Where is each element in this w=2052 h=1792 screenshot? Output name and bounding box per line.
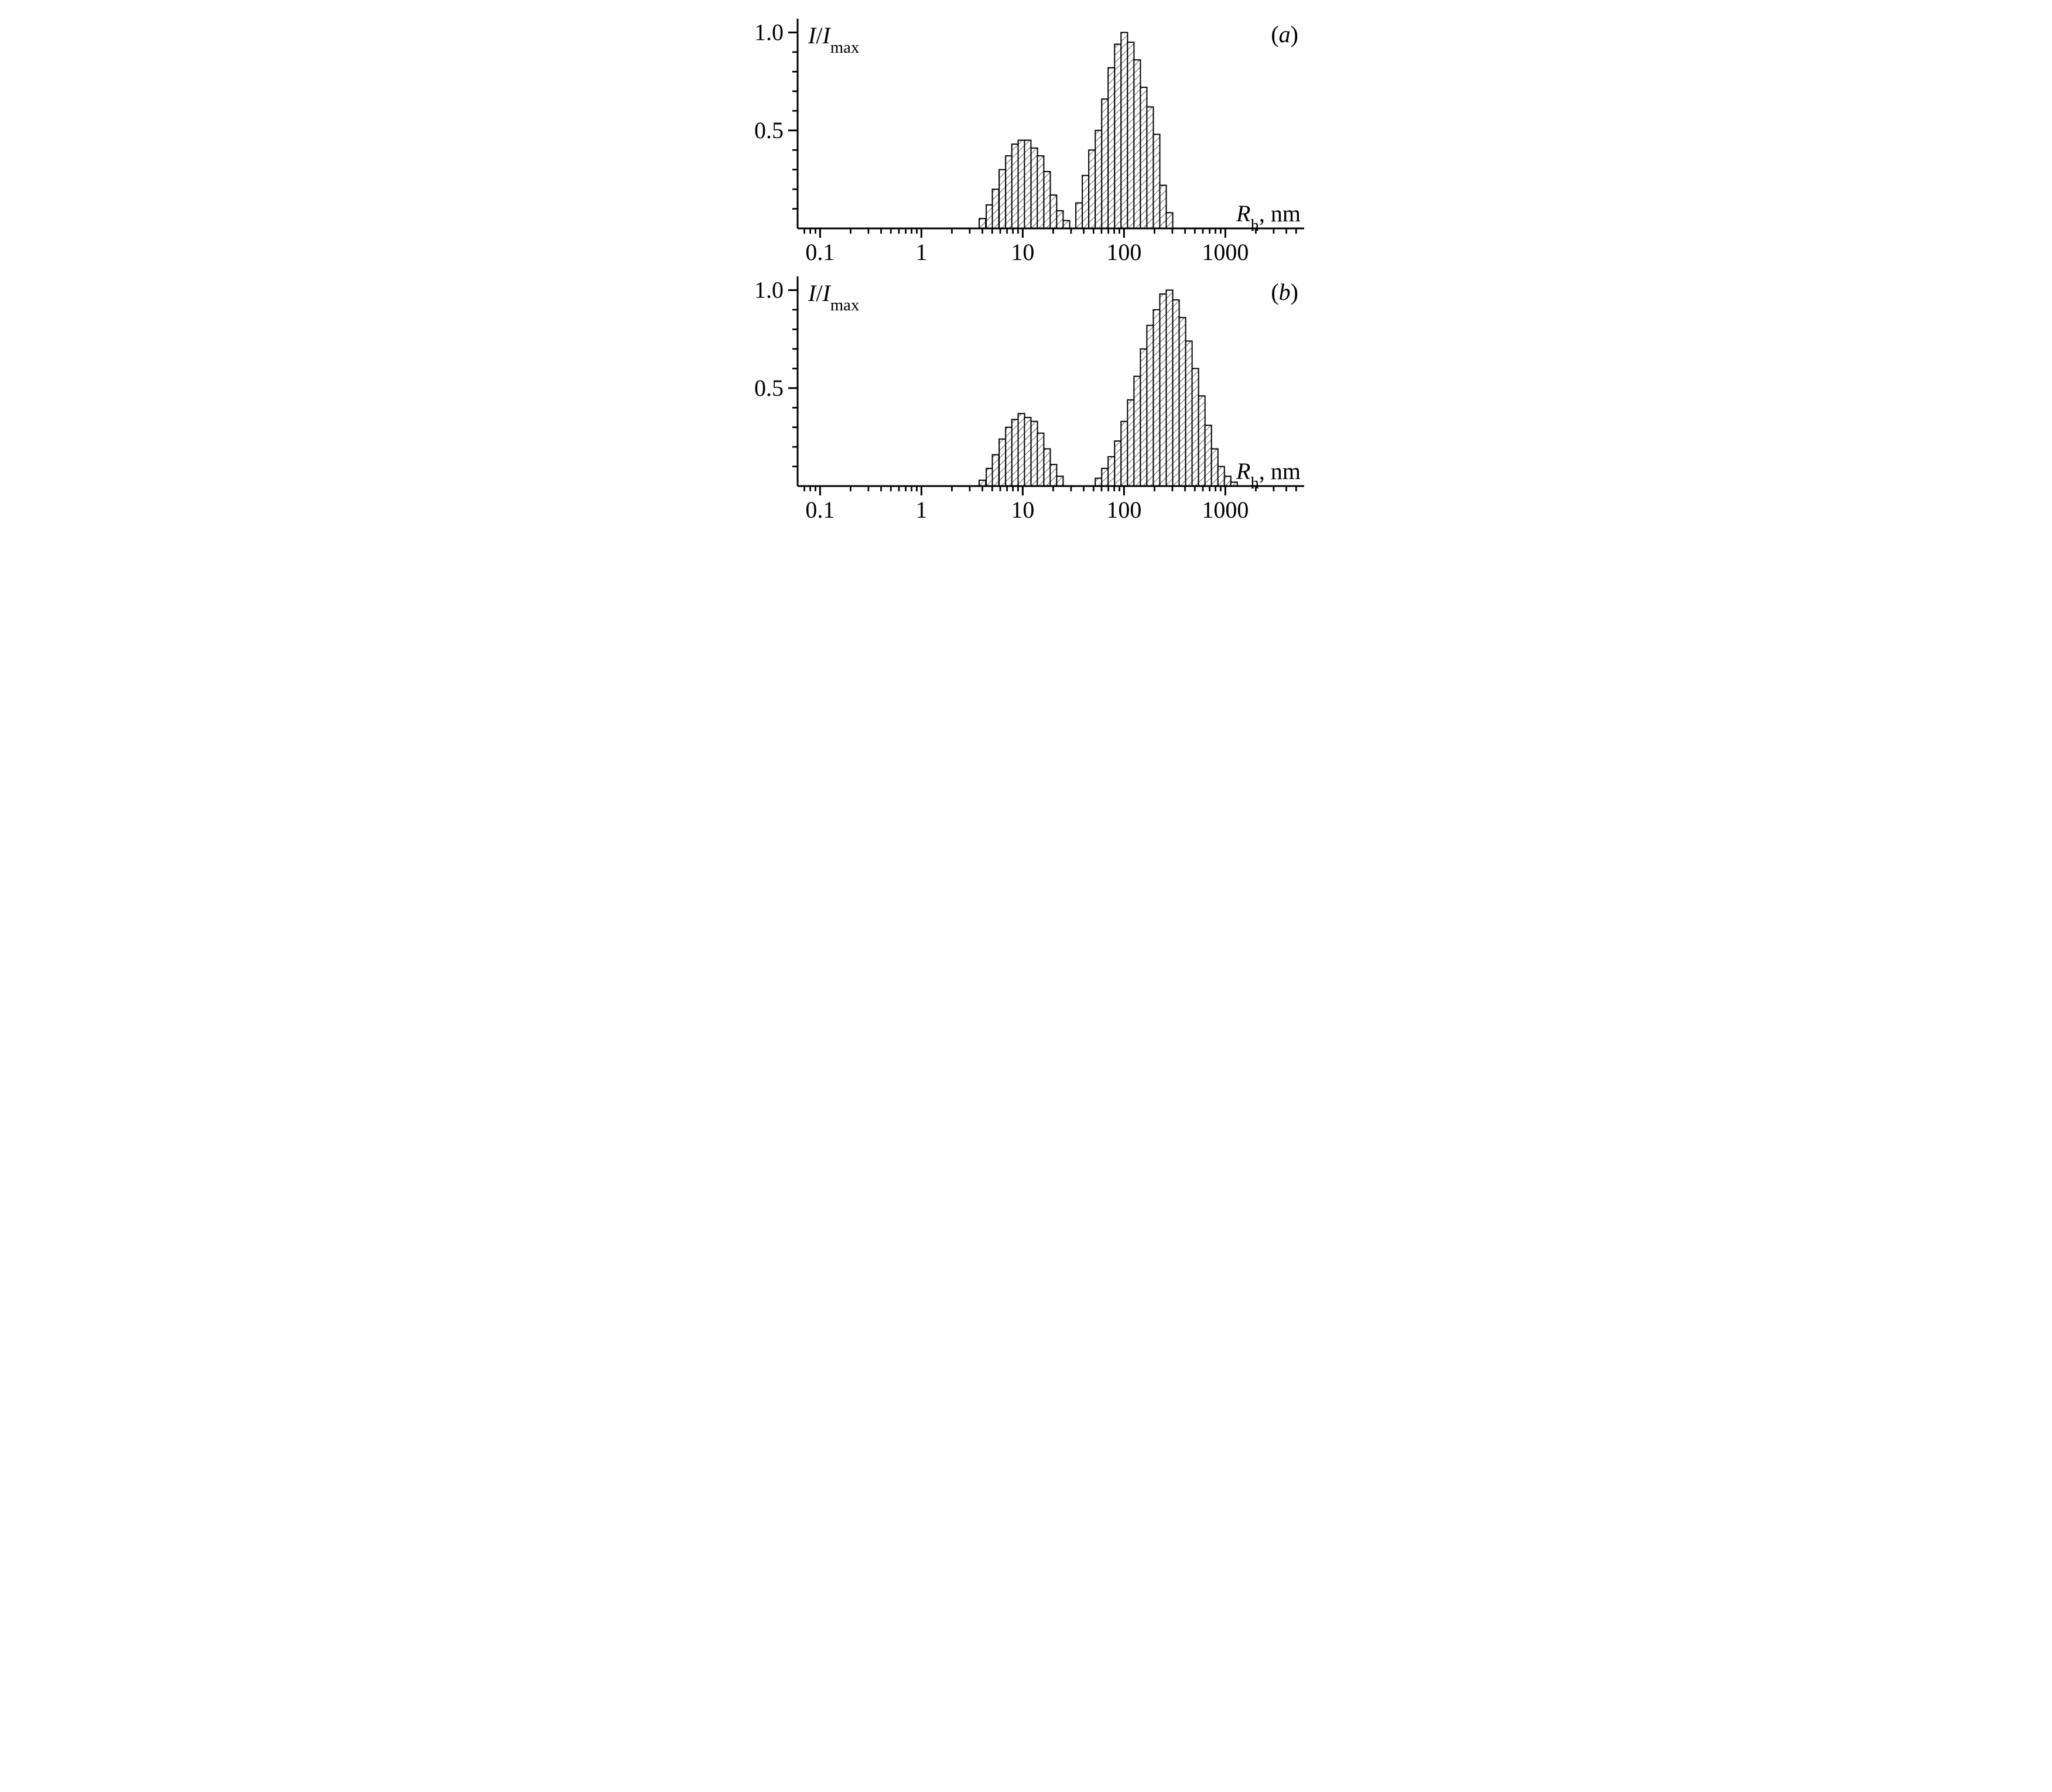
bar <box>986 205 993 228</box>
bar <box>1121 422 1127 486</box>
panel-label: (a) <box>1271 21 1298 47</box>
x-axis-label: Rh, nm <box>1236 458 1301 493</box>
bar <box>999 439 1006 486</box>
bar <box>1076 203 1082 228</box>
bar <box>1160 294 1166 486</box>
bar <box>1147 107 1153 228</box>
x-tick-label: 0.1 <box>805 239 835 265</box>
bar <box>1102 468 1108 486</box>
bar <box>1102 99 1108 228</box>
bar <box>1186 341 1192 486</box>
bar <box>1114 44 1121 228</box>
bar <box>1031 422 1038 486</box>
bar <box>1044 172 1050 228</box>
dls-histogram-figure: 0.1 1 10 100 1000 0.5 1.0 I/Imax Rh, nm (a) 0.1 1 10… <box>733 12 1319 527</box>
x-tick-label: 10 <box>1011 497 1034 523</box>
bar <box>993 189 999 228</box>
bar <box>1018 140 1025 228</box>
bar <box>1166 213 1172 228</box>
bar <box>1056 476 1063 486</box>
bar <box>1134 377 1140 486</box>
bar <box>1147 326 1153 486</box>
bar <box>1225 476 1231 486</box>
x-tick-label: 1000 <box>1202 497 1249 523</box>
bar <box>1153 310 1160 486</box>
bar <box>999 170 1006 228</box>
bar <box>1050 195 1056 228</box>
bar <box>1140 349 1147 486</box>
bar <box>1012 144 1018 228</box>
bar <box>1037 156 1044 228</box>
y-axis-label: I/Imax <box>808 22 860 57</box>
y-tick-label: 0.5 <box>754 117 784 143</box>
bar <box>1031 148 1038 228</box>
x-tick-label: 1 <box>915 239 927 265</box>
bar <box>986 468 993 486</box>
bar <box>1018 413 1025 486</box>
y-axis-label: I/Imax <box>808 280 860 314</box>
bar <box>1037 433 1044 486</box>
bar <box>979 218 986 228</box>
bar <box>1108 68 1114 228</box>
bar <box>1153 134 1160 228</box>
x-tick-label: 100 <box>1106 497 1141 523</box>
bar <box>1012 419 1018 486</box>
bar <box>1172 300 1179 486</box>
bar <box>1179 317 1186 486</box>
bar <box>1044 449 1050 486</box>
x-tick-label: 1 <box>915 497 927 523</box>
bar <box>1114 441 1121 486</box>
x-tick-label: 1000 <box>1202 239 1249 265</box>
bar <box>1006 428 1012 486</box>
y-tick-label: 1.0 <box>754 19 784 46</box>
bar <box>1024 418 1031 486</box>
panel-label: (b) <box>1271 279 1298 305</box>
bar <box>1095 131 1102 228</box>
bar <box>1089 150 1095 228</box>
bars <box>979 32 1173 228</box>
bar <box>1134 60 1140 228</box>
bar <box>1199 396 1205 486</box>
bar <box>1212 449 1218 486</box>
panel-a: 0.1 1 10 100 1000 0.5 1.0 I/Imax Rh, nm (a) <box>733 12 1319 269</box>
bar <box>993 454 999 486</box>
bar <box>1140 87 1147 228</box>
bar <box>1108 457 1114 486</box>
bar <box>1006 156 1012 228</box>
bar <box>1082 176 1089 228</box>
bars <box>979 290 1237 486</box>
x-tick-label: 100 <box>1106 239 1141 265</box>
y-tick-label: 1.0 <box>754 277 784 303</box>
bar <box>1127 42 1134 228</box>
bar <box>1192 368 1199 486</box>
bar <box>1205 425 1212 486</box>
y-tick-label: 0.5 <box>754 375 784 401</box>
x-tick-label: 0.1 <box>805 497 835 523</box>
bar <box>1056 211 1063 228</box>
bar <box>1024 140 1031 228</box>
bar <box>1050 464 1056 486</box>
bar <box>1127 400 1134 486</box>
panel-b: 0.1 1 10 100 1000 0.5 1.0 I/Imax Rh, nm (b) <box>733 269 1319 527</box>
x-axis-label: Rh, nm <box>1236 200 1301 235</box>
x-tick-label: 10 <box>1011 239 1034 265</box>
bar <box>979 480 986 486</box>
bar <box>1063 221 1069 228</box>
bar <box>1166 290 1172 486</box>
bar <box>1160 185 1166 228</box>
bar <box>1121 32 1127 228</box>
bar <box>1218 467 1225 486</box>
bar <box>1095 478 1102 486</box>
